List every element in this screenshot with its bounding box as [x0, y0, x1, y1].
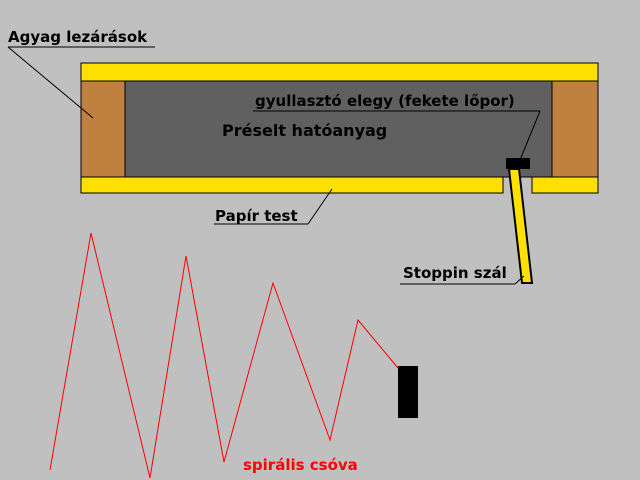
pressed-charge [124, 80, 553, 178]
clay-plug-left [80, 80, 126, 178]
label-paper-body: Papír test [215, 207, 298, 225]
label-pressed-charge: Préselt hatóanyag [222, 121, 388, 140]
leader-fuse [514, 275, 525, 285]
clay-plug-right [551, 80, 599, 178]
leader-paper-body [307, 188, 333, 225]
label-clay-plugs: Agyag lezárások [8, 28, 148, 46]
label-igniter-mix: gyullasztó elegy (fekete lőpor) [255, 92, 515, 110]
label-spiral-trail: spirális csóva [243, 456, 358, 474]
paper-tube-bottom-wall-right [531, 176, 599, 194]
leader-igniter [519, 110, 541, 161]
leader-clay-plugs [7, 46, 94, 119]
paper-tube-bottom-wall-left [80, 176, 504, 194]
spiral-trail [49, 232, 399, 479]
fuse [507, 168, 534, 284]
paper-tube-top-wall [80, 62, 599, 82]
label-fuse: Stoppin szál [403, 264, 507, 282]
igniter-mix [506, 158, 530, 169]
rocket-shell [398, 366, 418, 418]
